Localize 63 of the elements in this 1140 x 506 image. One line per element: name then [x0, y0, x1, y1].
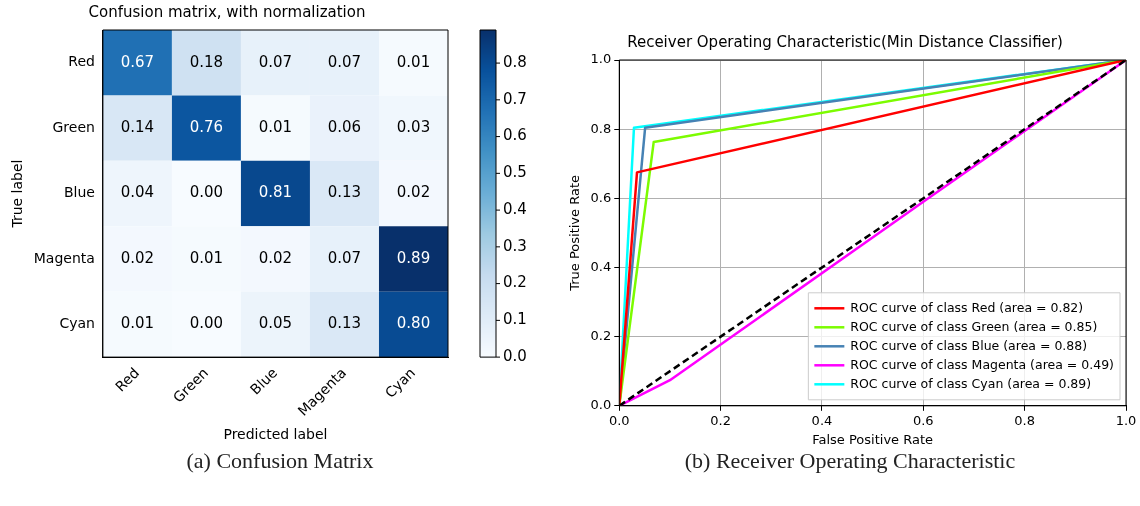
color-bar-label: 0.5: [503, 163, 527, 182]
data-label: 0.02: [120, 248, 155, 267]
data-label: 0.07: [327, 52, 362, 71]
chart-title: Receiver Operating Characteristic(Min Distance Classifier): [627, 32, 1063, 51]
x-tick-label: 0.2: [710, 412, 731, 428]
color-bar-label: 0.7: [503, 89, 527, 108]
legend-label: ROC curve of class Green (area = 0.85): [850, 318, 1098, 334]
data-label: 0.03: [396, 118, 431, 137]
y-tick-label: Magenta: [33, 249, 95, 266]
legend-label: ROC curve of class Cyan (area = 0.89): [850, 375, 1092, 391]
data-label: 0.07: [327, 248, 362, 267]
y-axis-title: True label: [9, 159, 26, 229]
data-label: 0.14: [120, 118, 155, 137]
color-bar-label: 0.0: [503, 347, 527, 366]
legend-label: ROC curve of class Magenta (area = 0.49): [850, 356, 1114, 372]
data-label: 0.80: [396, 314, 431, 333]
text: (a) Confusion Matrix: [185, 448, 375, 474]
data-label: 0.00: [189, 183, 224, 202]
data-label: 0.00: [189, 314, 224, 333]
y-tick-label: 0.6: [590, 189, 612, 205]
data-label: 0.67: [120, 52, 155, 71]
x-tick-label: 0.6: [912, 412, 934, 428]
y-axis-title: True Positive Rate: [567, 174, 583, 292]
color-bar-label: 0.6: [503, 126, 527, 145]
y-tick-label: 0.2: [590, 328, 612, 344]
text: (b) Receiver Operating Characteristic: [683, 448, 1017, 474]
data-label: 0.13: [327, 314, 362, 333]
data-label: 0.04: [120, 183, 155, 202]
data-label: 0.76: [189, 118, 224, 137]
data-label: 0.05: [258, 314, 293, 333]
y-tick-label: 0.8: [590, 120, 612, 136]
data-label: 0.06: [327, 118, 362, 137]
color-bar-label: 0.8: [503, 52, 527, 71]
data-label: 0.01: [396, 52, 431, 71]
legend-label: ROC curve of class Red (area = 0.82): [850, 299, 1084, 315]
data-label: 0.01: [120, 314, 155, 333]
data-label: 0.01: [189, 248, 224, 267]
color-bar-label: 0.1: [503, 310, 527, 329]
x-axis-title: False Positive Rate: [812, 431, 934, 447]
x-axis-title: Predicted label: [223, 426, 328, 443]
y-tick-label: 0.4: [590, 258, 612, 274]
color-bar-label: 0.2: [503, 273, 527, 292]
x-tick-label: 0.4: [811, 412, 833, 428]
y-tick-label: Blue: [63, 184, 95, 201]
data-label: 0.18: [189, 52, 224, 71]
color-bar-label: 0.3: [503, 236, 527, 255]
data-label: 0.02: [258, 248, 293, 267]
x-tick-label: 0.8: [1014, 412, 1035, 428]
y-tick-label: 1.0: [590, 51, 612, 67]
data-label: 0.13: [327, 183, 362, 202]
y-tick-label: Cyan: [59, 315, 95, 332]
data-label: 0.01: [258, 118, 293, 137]
data-label: 0.07: [258, 52, 293, 71]
data-label: 0.02: [396, 183, 431, 202]
x-tick-label: 1.0: [1115, 412, 1137, 428]
data-label: 0.81: [258, 183, 293, 202]
y-tick-label: Green: [52, 118, 95, 135]
data-label: 0.89: [396, 248, 431, 267]
chart-title: Confusion matrix, with normalization: [88, 2, 366, 21]
y-tick-label: Red: [68, 53, 95, 70]
x-tick-label: 0.0: [608, 412, 630, 428]
color-bar-label: 0.4: [503, 199, 527, 218]
legend-label: ROC curve of class Blue (area = 0.88): [850, 337, 1088, 353]
